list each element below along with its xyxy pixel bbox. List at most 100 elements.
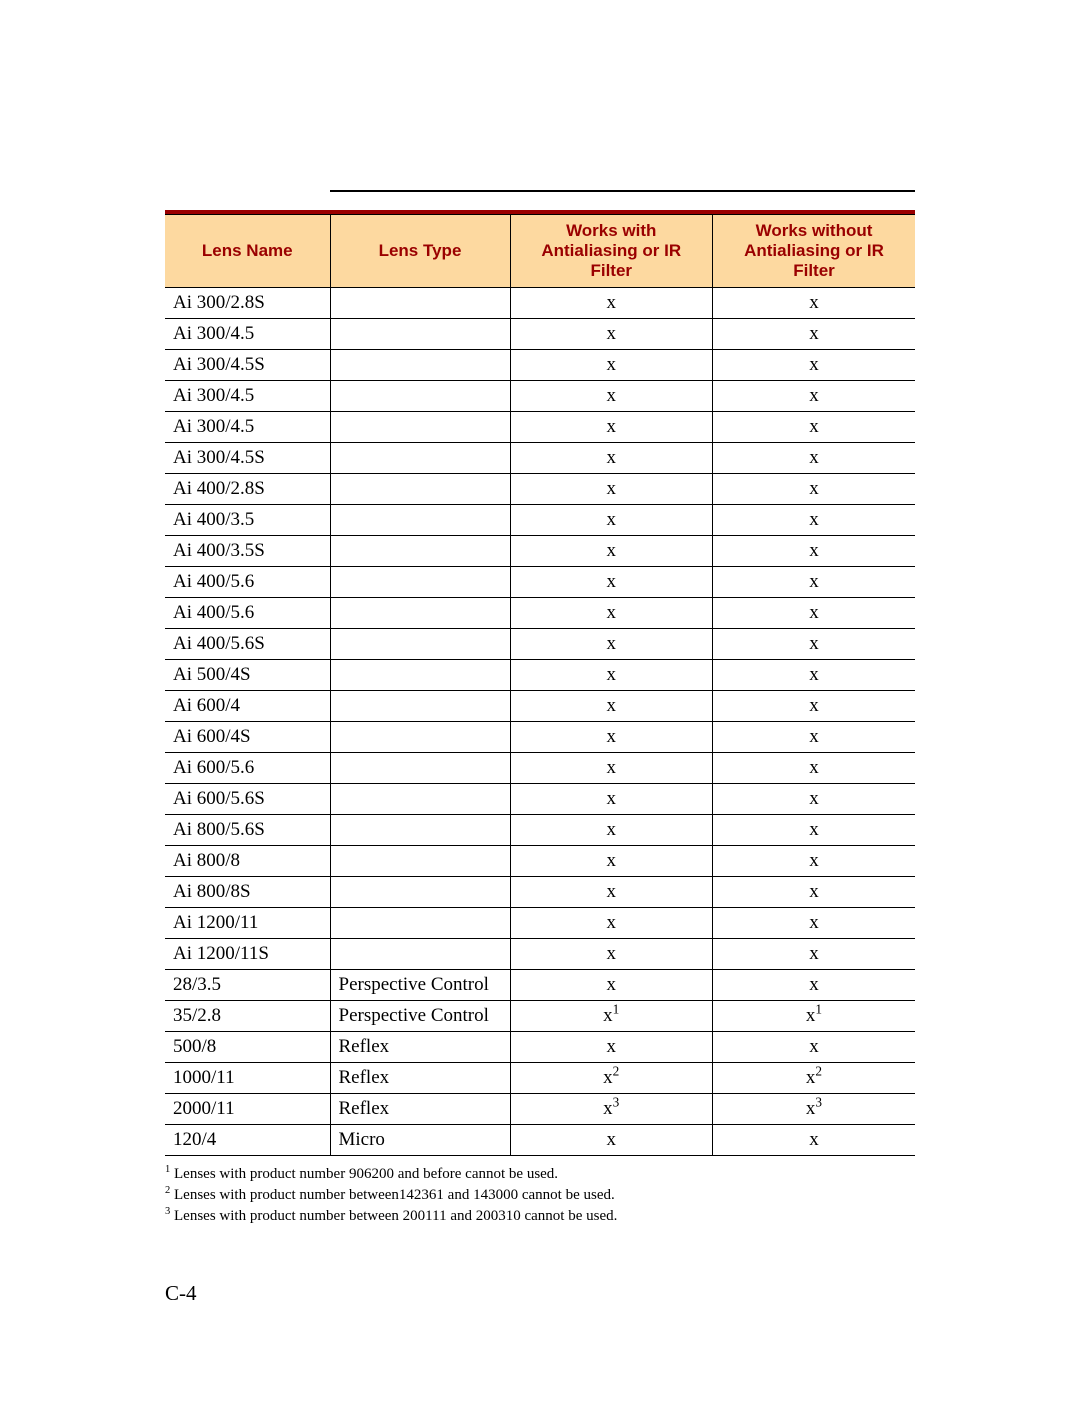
cell-works-without: x3	[713, 1094, 916, 1125]
cell-lens-name: Ai 300/4.5	[165, 412, 330, 443]
cell-lens-type	[330, 877, 510, 908]
cell-works-without: x	[713, 722, 916, 753]
cell-works-without: x	[713, 629, 916, 660]
cell-lens-type	[330, 660, 510, 691]
cell-works-without: x1	[713, 1001, 916, 1032]
footnote-1: 1 Lenses with product number 906200 and …	[165, 1166, 915, 1183]
cell-works-without: x	[713, 877, 916, 908]
cell-works-with: x	[510, 443, 713, 474]
cell-lens-name: Ai 300/4.5	[165, 319, 330, 350]
table-row: Ai 300/4.5xx	[165, 381, 915, 412]
footnote-2: 2 Lenses with product number between1423…	[165, 1187, 915, 1204]
cell-works-without: x	[713, 1032, 916, 1063]
cell-lens-name: 35/2.8	[165, 1001, 330, 1032]
table-row: Ai 800/5.6Sxx	[165, 815, 915, 846]
cell-works-with: x	[510, 970, 713, 1001]
table-row: Ai 300/4.5xx	[165, 412, 915, 443]
table-row: 500/8Reflexxx	[165, 1032, 915, 1063]
cell-lens-type	[330, 536, 510, 567]
cell-lens-name: Ai 400/3.5	[165, 505, 330, 536]
cell-works-with: x	[510, 815, 713, 846]
cell-works-without-sup: 2	[815, 1064, 822, 1079]
cell-lens-type: Reflex	[330, 1032, 510, 1063]
table-row: Ai 1200/11S xx	[165, 939, 915, 970]
cell-lens-type	[330, 691, 510, 722]
cell-lens-type	[330, 753, 510, 784]
cell-lens-name: 2000/11	[165, 1094, 330, 1125]
cell-works-without-sup: 1	[815, 1002, 822, 1017]
table-row: Ai 400/5.6 xx	[165, 567, 915, 598]
table-row: Ai 600/5.6Sxx	[165, 784, 915, 815]
table-row: Ai 300/4.5S xx	[165, 350, 915, 381]
cell-works-with: x	[510, 629, 713, 660]
cell-works-without: x	[713, 939, 916, 970]
document-page: Lens Name Lens Type Works with Antialias…	[0, 0, 1080, 1406]
cell-works-with: x	[510, 1125, 713, 1156]
cell-works-with: x	[510, 319, 713, 350]
cell-works-without: x	[713, 350, 916, 381]
cell-lens-type	[330, 722, 510, 753]
cell-lens-type: Micro	[330, 1125, 510, 1156]
cell-works-with: x	[510, 846, 713, 877]
table-body: Ai 300/2.8SxxAi 300/4.5xxAi 300/4.5SxxAi…	[165, 288, 915, 1156]
table-header: Lens Name Lens Type Works with Antialias…	[165, 215, 915, 288]
col-header-name: Lens Name	[165, 215, 330, 288]
cell-lens-name: Ai 1200/11S	[165, 939, 330, 970]
cell-works-without: x	[713, 443, 916, 474]
cell-lens-name: Ai 400/5.6	[165, 567, 330, 598]
cell-works-without: x	[713, 288, 916, 319]
cell-works-with: x	[510, 908, 713, 939]
cell-works-without: x	[713, 474, 916, 505]
table-row: Ai 400/3.5Sxx	[165, 536, 915, 567]
table-row: Ai 1200/11xx	[165, 908, 915, 939]
cell-works-without-sup: 3	[815, 1095, 822, 1110]
table-row: Ai 300/4.5 xx	[165, 319, 915, 350]
cell-works-with: x2	[510, 1063, 713, 1094]
header-rule	[330, 190, 915, 192]
cell-lens-name: Ai 300/2.8S	[165, 288, 330, 319]
cell-works-without: x	[713, 691, 916, 722]
cell-lens-name: 28/3.5	[165, 970, 330, 1001]
cell-works-with-sup: 2	[613, 1064, 620, 1079]
cell-works-with: x	[510, 784, 713, 815]
cell-works-without: x	[713, 536, 916, 567]
cell-works-with: x	[510, 939, 713, 970]
table-row: Ai 300/2.8S xx	[165, 288, 915, 319]
cell-works-with: x	[510, 381, 713, 412]
cell-lens-name: Ai 300/4.5S	[165, 350, 330, 381]
cell-lens-type	[330, 939, 510, 970]
cell-lens-type	[330, 319, 510, 350]
cell-works-with: x1	[510, 1001, 713, 1032]
lens-compatibility-table: Lens Name Lens Type Works with Antialias…	[165, 214, 915, 1156]
cell-lens-type	[330, 505, 510, 536]
table-row: Ai 600/5.6xx	[165, 753, 915, 784]
cell-works-with: x	[510, 753, 713, 784]
cell-works-with: x	[510, 1032, 713, 1063]
cell-lens-name: Ai 800/8	[165, 846, 330, 877]
cell-lens-type	[330, 474, 510, 505]
table-row: Ai 400/5.6Sxx	[165, 629, 915, 660]
cell-lens-name: 120/4	[165, 1125, 330, 1156]
table-row: Ai 600/4xx	[165, 691, 915, 722]
cell-lens-name: Ai 300/4.5S	[165, 443, 330, 474]
col-header-without: Works without Antialiasing or IR Filter	[713, 215, 916, 288]
cell-lens-name: Ai 400/3.5S	[165, 536, 330, 567]
cell-lens-name: Ai 400/5.6	[165, 598, 330, 629]
cell-works-without: x	[713, 908, 916, 939]
cell-lens-type	[330, 908, 510, 939]
cell-lens-type	[330, 288, 510, 319]
cell-works-with: x	[510, 567, 713, 598]
col-header-with: Works with Antialiasing or IR Filter	[510, 215, 713, 288]
table-row: 2000/11Reflexx3x3	[165, 1094, 915, 1125]
table-row: 120/4Microxx	[165, 1125, 915, 1156]
cell-works-with: x	[510, 288, 713, 319]
cell-works-with: x	[510, 691, 713, 722]
cell-lens-type: Perspective Control	[330, 970, 510, 1001]
cell-works-with: x	[510, 474, 713, 505]
cell-lens-type: Reflex	[330, 1063, 510, 1094]
table-row: Ai 500/4Sxx	[165, 660, 915, 691]
cell-works-without: x	[713, 319, 916, 350]
cell-works-without: x	[713, 567, 916, 598]
cell-works-with: x	[510, 350, 713, 381]
cell-lens-type	[330, 412, 510, 443]
